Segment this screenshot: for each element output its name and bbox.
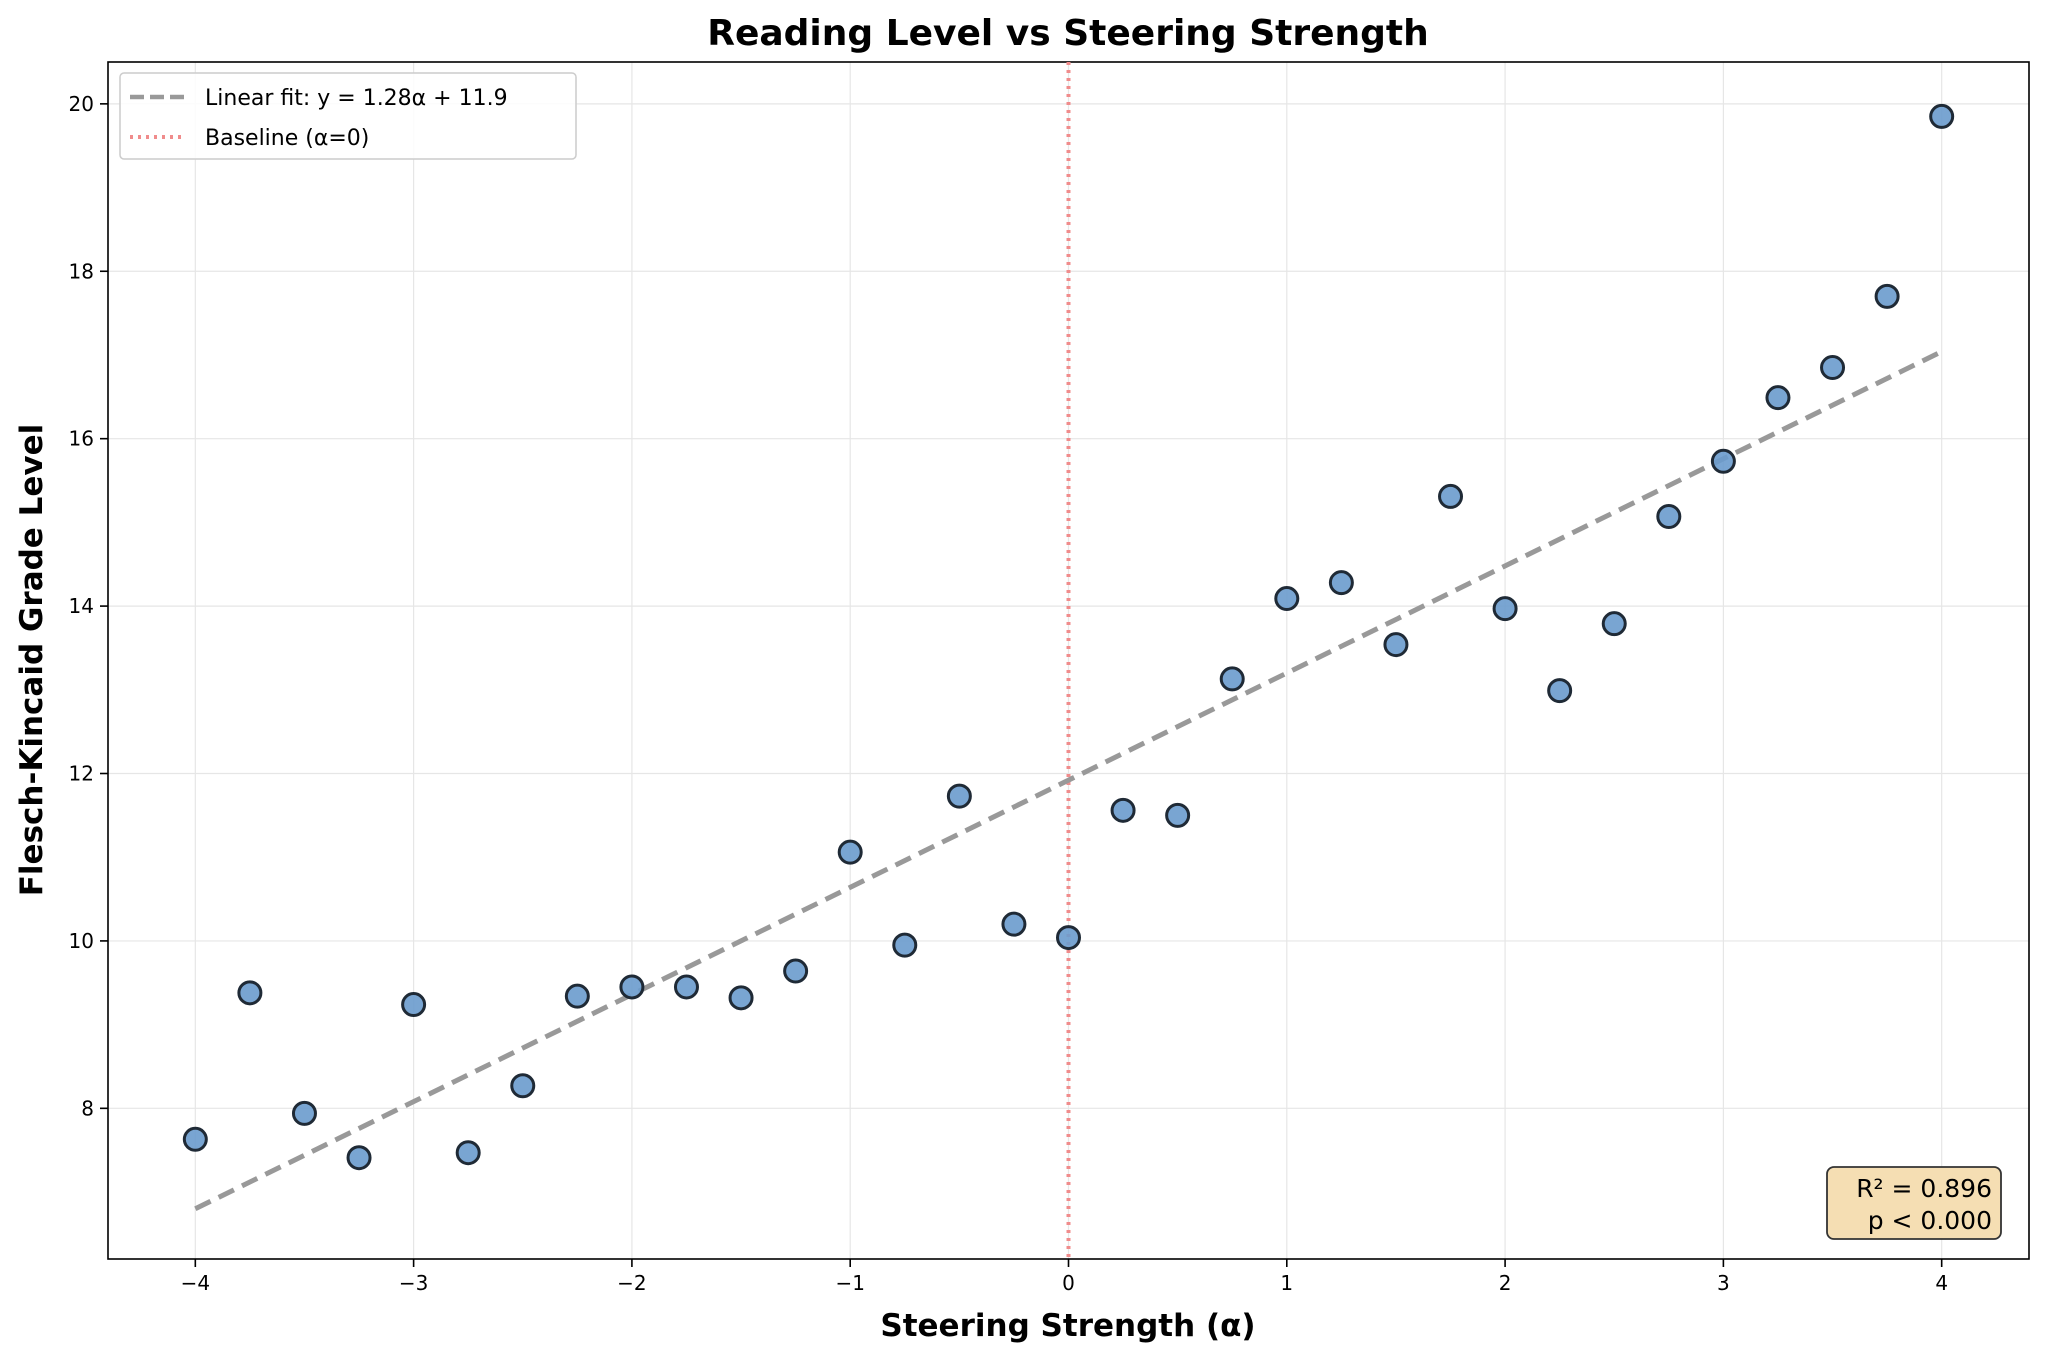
x-axis-ticks: −4 −3 −2 −1 0 1 2 3 4 (181, 1259, 1948, 1295)
data-point (1274, 586, 1300, 612)
data-point (1492, 596, 1518, 622)
x-axis-label: Steering Strength (α) (880, 1308, 1255, 1344)
data-point (1929, 103, 1955, 129)
x-tick-label: 2 (1499, 1271, 1512, 1295)
y-axis-ticks: 8 10 12 14 16 18 20 (69, 92, 108, 1120)
x-tick-label: 0 (1062, 1271, 1075, 1295)
data-point (1710, 448, 1736, 474)
legend-box (119, 72, 577, 160)
stats-p-value: p < 0.000 (1868, 1206, 1992, 1235)
data-point (1765, 385, 1791, 411)
data-point (1547, 678, 1573, 704)
x-tick-label: 4 (1935, 1271, 1948, 1295)
data-point (1438, 483, 1464, 509)
data-point (1165, 802, 1191, 828)
data-point (237, 980, 263, 1006)
legend: Linear fit: y = 1.28α + 11.9 Baseline (α… (119, 72, 577, 160)
data-point (291, 1100, 317, 1126)
x-tick-label: −4 (181, 1271, 210, 1295)
data-point (728, 985, 754, 1011)
data-point (564, 983, 590, 1009)
stats-r2: R² = 0.896 (1856, 1174, 1992, 1203)
stats-box-background (1826, 1166, 2002, 1240)
y-tick-label: 12 (69, 762, 94, 786)
fit-line (194, 349, 1943, 1212)
data-point (1110, 797, 1136, 823)
data-point (346, 1145, 372, 1171)
data-point (1056, 925, 1081, 951)
data-point (1656, 504, 1682, 530)
data-point (510, 1073, 536, 1099)
chart-title: Reading Level vs Steering Strength (707, 13, 1429, 54)
y-tick-label: 20 (69, 92, 94, 116)
legend-fit-label: Linear fit: y = 1.28α + 11.9 (205, 86, 508, 111)
data-point (1383, 632, 1409, 658)
y-tick-label: 10 (69, 929, 94, 953)
data-point (892, 932, 918, 958)
data-point (1601, 611, 1627, 637)
data-point (401, 992, 427, 1018)
data-points (182, 103, 1955, 1171)
x-tick-label: 3 (1717, 1271, 1730, 1295)
x-tick-label: −2 (617, 1271, 646, 1295)
stats-box: R² = 0.896 p < 0.000 (1826, 1166, 2002, 1240)
data-point (673, 974, 699, 1000)
y-tick-label: 14 (69, 594, 94, 618)
x-tick-label: 1 (1280, 1271, 1293, 1295)
data-point (619, 974, 645, 1000)
data-point (1328, 570, 1354, 596)
data-point (182, 1126, 208, 1152)
x-tick-label: −3 (399, 1271, 428, 1295)
y-tick-label: 18 (69, 259, 94, 283)
data-point (1820, 355, 1846, 381)
data-point (1001, 911, 1027, 937)
data-point (1874, 283, 1900, 309)
data-point (783, 958, 809, 984)
data-point (1219, 666, 1245, 692)
data-point (837, 839, 863, 865)
data-point (946, 783, 972, 809)
data-point (455, 1140, 481, 1166)
y-tick-label: 8 (81, 1096, 94, 1120)
legend-baseline-label: Baseline (α=0) (205, 126, 369, 151)
y-axis-label: Flesch-Kincaid Grade Level (14, 424, 50, 897)
x-tick-label: −1 (835, 1271, 864, 1295)
y-tick-label: 16 (69, 427, 94, 451)
